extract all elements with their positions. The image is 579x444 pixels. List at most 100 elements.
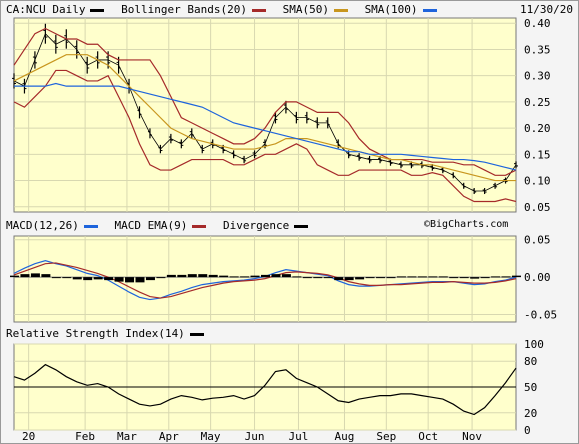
divergence-bar — [104, 277, 114, 281]
bollinger-bands-20-upper-line — [13, 27, 517, 176]
rsi-ytick-label: 100 — [524, 338, 544, 351]
chart-date: 11/30/20 — [520, 3, 573, 16]
price-ytick-label: 0.30 — [524, 70, 551, 83]
divergence-bar — [83, 277, 93, 281]
divergence-bar — [41, 274, 51, 278]
divergence-bar — [438, 276, 448, 278]
divergence-bar — [166, 274, 176, 278]
relative-strength-index-14-line — [13, 363, 517, 416]
divergence-bar — [376, 277, 386, 279]
bollinger-swatch — [251, 8, 266, 12]
price-plot-area — [13, 17, 517, 213]
divergence-bar — [240, 276, 250, 278]
divergence-bar — [323, 277, 333, 279]
divergence-bar — [156, 277, 166, 279]
divergence-bar — [512, 275, 521, 278]
divergence-bar — [114, 277, 124, 282]
divergence-bar — [208, 274, 218, 278]
bollinger-bands-20-lower-line — [13, 69, 517, 203]
divergence-bar — [417, 276, 427, 278]
divergence-bar — [365, 277, 375, 279]
price-ytick-label: 0.10 — [524, 175, 551, 188]
divergence-bar — [125, 277, 135, 283]
divergence-bar — [428, 276, 438, 278]
macd-ytick-label: 0.00 — [524, 271, 551, 284]
price-ytick-label: 0.20 — [524, 122, 551, 135]
macd-ema-9-line — [13, 262, 517, 299]
x-month-label: May — [201, 430, 221, 443]
divergence-bar — [30, 273, 40, 278]
divergence-bar — [470, 277, 480, 279]
divergence-bar — [292, 276, 302, 278]
macd-legend: MACD(12,26) MACD EMA(9) Divergence — [6, 218, 318, 234]
divergence-bar — [386, 277, 396, 279]
price-ytick-label: 0.15 — [524, 148, 551, 161]
macd-ema-swatch — [192, 224, 207, 228]
watermark: ©BigCharts.com — [424, 219, 509, 230]
divergence-swatch — [294, 224, 309, 228]
divergence-bar — [491, 276, 501, 278]
price-ytick-label: 0.40 — [524, 17, 551, 30]
divergence-bar — [271, 274, 281, 278]
divergence-bar — [334, 277, 344, 281]
rsi-ytick-label: 50 — [524, 381, 537, 394]
divergence-bar — [302, 277, 312, 279]
rsi-ytick-label: 20 — [524, 407, 537, 420]
legend-label-sma50: SMA(50) — [282, 3, 329, 16]
divergence-bar — [145, 277, 155, 281]
divergence-bar — [219, 275, 229, 278]
x-month-label: 20 — [22, 430, 35, 443]
macd-ytick-label: -0.05 — [524, 309, 557, 322]
price-ytick-label: 0.35 — [524, 43, 551, 56]
divergence-bar — [501, 276, 511, 278]
divergence-bar — [449, 277, 459, 279]
price-ytick-label: 0.05 — [524, 201, 551, 214]
divergence-bar — [135, 277, 145, 283]
sma-50-line — [13, 54, 516, 182]
divergence-bar — [313, 277, 323, 279]
divergence-bar — [72, 277, 82, 280]
divergence-bar — [250, 275, 260, 278]
divergence-bar — [10, 275, 19, 278]
x-month-label: Apr — [159, 430, 179, 443]
divergence-bar — [344, 277, 354, 281]
divergence-bar — [229, 276, 239, 278]
divergence-bar — [281, 274, 291, 278]
sma100-swatch — [422, 8, 437, 12]
rsi-ytick-label: 0 — [524, 424, 531, 437]
divergence-bar — [51, 277, 61, 279]
sma-100-line — [14, 82, 517, 171]
divergence-bar — [396, 276, 406, 278]
rsi-legend-label: Relative Strength Index(14) — [6, 327, 185, 340]
macd-swatch — [83, 224, 98, 228]
divergence-bar — [62, 277, 72, 279]
rsi-legend: Relative Strength Index(14) — [6, 326, 214, 342]
divergence-bar — [407, 276, 417, 278]
divergence-bar — [20, 274, 30, 278]
rsi-swatch — [189, 332, 204, 336]
x-month-label: Nov — [462, 430, 482, 443]
legend-label-bollinger: Bollinger Bands(20) — [121, 3, 247, 16]
macd-legend-label: MACD(12,26) — [6, 219, 79, 232]
price-ytick-label: 0.25 — [524, 96, 551, 109]
sma50-swatch — [333, 8, 348, 12]
divergence-legend-label: Divergence — [222, 219, 290, 232]
macd-ytick-label: 0.05 — [524, 234, 551, 247]
price-legend: CA:NCU Daily Bollinger Bands(20) SMA(50)… — [6, 2, 447, 18]
divergence-bar — [261, 274, 270, 278]
x-month-label: Feb — [75, 430, 95, 443]
x-month-label: Aug — [335, 430, 355, 443]
divergence-bar — [187, 274, 197, 278]
x-month-label: Jun — [245, 430, 265, 443]
symbol-label: CA:NCU Daily — [6, 3, 86, 16]
divergence-bar — [177, 274, 187, 278]
legend-label-sma100: SMA(100) — [364, 3, 418, 16]
divergence-bar — [355, 277, 365, 280]
divergence-bar — [198, 274, 208, 278]
x-month-label: Jul — [289, 430, 309, 443]
divergence-bar — [93, 277, 103, 280]
divergence-bar — [459, 277, 469, 279]
x-month-label: Mar — [117, 430, 137, 443]
macd-ema-legend-label: MACD EMA(9) — [114, 219, 188, 232]
